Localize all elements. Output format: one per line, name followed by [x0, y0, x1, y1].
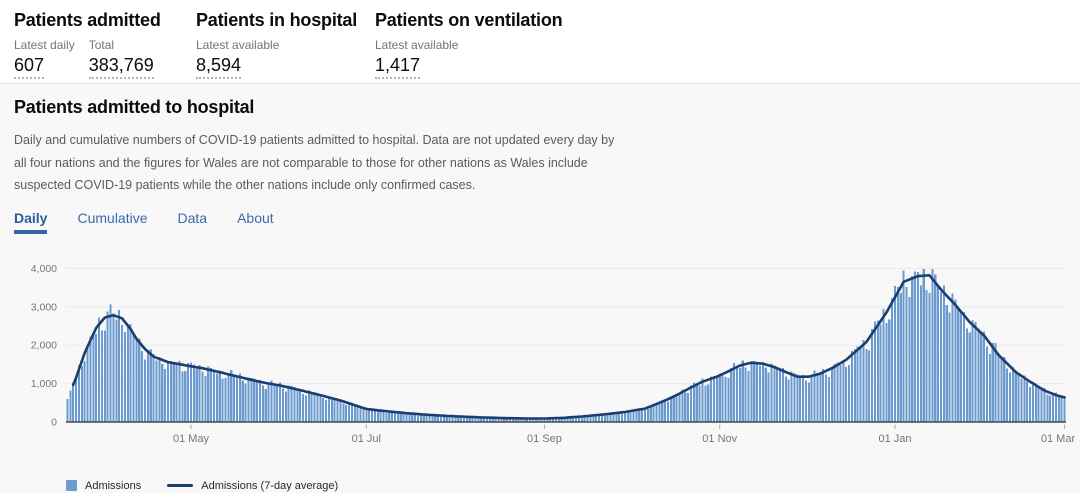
metric-label: Total: [88, 38, 115, 52]
tab-about[interactable]: About: [237, 209, 274, 226]
chart-legend: Admissions Admissions (7-day average): [66, 476, 1080, 493]
tab-cumulative[interactable]: Cumulative: [77, 209, 148, 226]
legend-label-admissions: Admissions: [85, 479, 142, 492]
tab-bar: Daily Cumulative Data About: [14, 210, 1080, 234]
y-axis-tick-label: 1,000: [31, 378, 57, 390]
metric-latest-available: Latest available 8,594: [196, 38, 279, 79]
metric-value[interactable]: 1,417: [375, 55, 421, 79]
x-axis-tick-label: 01 Sep: [527, 433, 562, 445]
metric-value[interactable]: 383,769: [88, 55, 154, 79]
stat-card-title: Patients admitted: [14, 10, 161, 30]
headline-stats-strip: Patients admitted Latest daily 607 Total…: [0, 0, 1080, 83]
metric-value[interactable]: 607: [14, 55, 45, 79]
y-axis-tick-label: 4,000: [31, 262, 57, 274]
admissions-average-line-swatch: [167, 484, 194, 487]
metric-total: Total 383,769: [88, 38, 154, 79]
admissions-average-line[interactable]: [71, 273, 1066, 420]
x-axis-tick-label: 01 Jul: [352, 433, 381, 445]
section-description: Daily and cumulative numbers of COVID-19…: [14, 133, 615, 192]
x-axis-tick-label: 01 Mar: [1041, 433, 1076, 445]
x-axis-tick-label: 01 May: [173, 433, 210, 445]
metric-label: Latest available: [196, 38, 280, 52]
metric-latest-daily: Latest daily 607: [14, 38, 75, 79]
stat-card-patients-in-hospital: Patients in hospital Latest available 8,…: [196, 10, 375, 83]
legend-label-admissions-average: Admissions (7-day average): [201, 479, 339, 492]
admissions-card: Patients admitted to hospital Daily and …: [0, 83, 1080, 493]
admissions-bars[interactable]: [66, 268, 1066, 422]
page-title: Patients admitted to hospital: [14, 97, 255, 117]
metric-latest-available: Latest available 1,417: [375, 38, 458, 79]
y-axis-tick-label: 2,000: [31, 339, 57, 351]
tab-daily[interactable]: Daily: [14, 210, 48, 234]
x-axis-tick-label: 01 Nov: [702, 433, 737, 445]
stat-card-title: Patients in hospital: [196, 10, 358, 30]
admissions-chart-svg[interactable]: 0 1,000 2,000 3,000 4,000 01 May 01 Jul 01 Sep 0…: [0, 242, 1080, 467]
stat-card-patients-on-ventilation: Patients on ventilation Latest available…: [375, 10, 572, 83]
y-axis-tick-label: 3,000: [31, 301, 57, 313]
admissions-bar-swatch: [66, 480, 77, 491]
metric-value[interactable]: 8,594: [196, 55, 242, 79]
admissions-chart[interactable]: 0 1,000 2,000 3,000 4,000 01 May 01 Jul 01 Sep 0…: [0, 242, 1080, 472]
x-axis-tick-label: 01 Jan: [879, 433, 912, 445]
stat-card-title: Patients on ventilation: [375, 10, 563, 30]
y-axis-tick-label: 0: [51, 416, 57, 428]
metric-label: Latest daily: [14, 38, 75, 52]
tab-data[interactable]: Data: [177, 209, 208, 226]
stat-card-patients-admitted: Patients admitted Latest daily 607 Total…: [14, 10, 196, 83]
metric-label: Latest available: [375, 38, 459, 52]
